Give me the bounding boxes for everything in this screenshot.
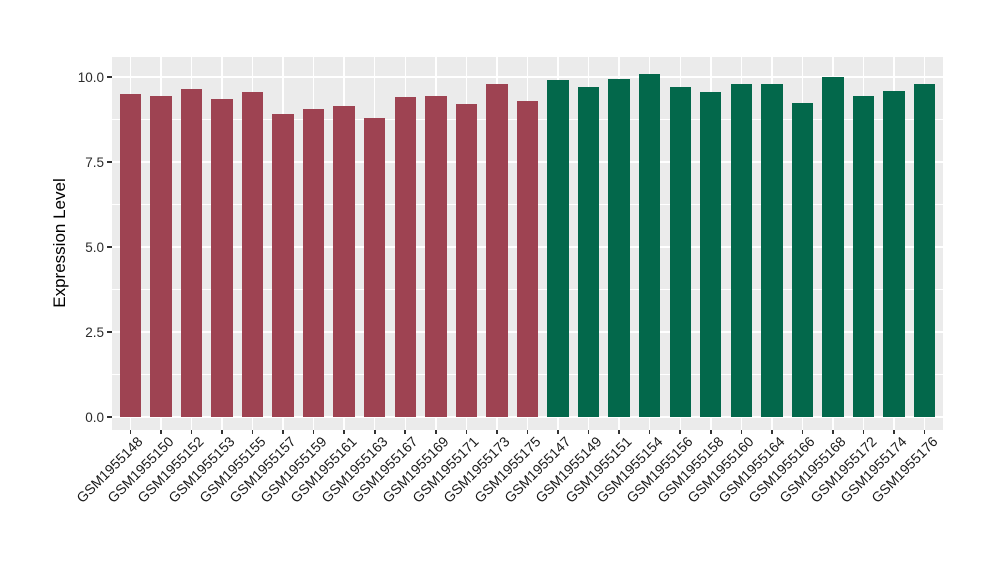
bar-GSM1955150 (150, 95, 172, 417)
bar-GSM1955175 (516, 100, 539, 417)
bar-GSM1955174 (883, 90, 905, 417)
x-tick-mark (312, 430, 315, 434)
x-tick-mark (648, 430, 651, 434)
bar-GSM1955156 (669, 87, 691, 417)
bar-GSM1955157 (272, 114, 294, 417)
y-tick-mark (107, 76, 112, 78)
bar-GSM1955153 (211, 99, 233, 417)
x-tick-mark (923, 430, 926, 434)
y-tick-mark (107, 416, 112, 418)
bar-GSM1955149 (577, 87, 600, 417)
x-tick-mark (435, 430, 437, 434)
bar-GSM1955159 (302, 109, 325, 417)
y-tick-mark (107, 246, 112, 248)
bar-GSM1955172 (852, 95, 875, 417)
x-tick-mark (526, 430, 529, 434)
x-tick-mark (129, 430, 132, 434)
bar-GSM1955151 (608, 78, 630, 417)
bar-GSM1955158 (700, 92, 722, 417)
x-tick-mark (496, 430, 498, 434)
bar-GSM1955166 (791, 102, 814, 417)
x-tick-mark (343, 430, 345, 434)
bar-GSM1955147 (547, 80, 569, 417)
bar-GSM1955155 (241, 92, 264, 417)
y-tick-label: 7.5 (85, 154, 104, 170)
y-tick-label: 10.0 (77, 69, 104, 85)
x-tick-mark (618, 430, 620, 434)
y-tick-mark (107, 331, 112, 333)
x-tick-mark (251, 430, 254, 434)
x-tick-mark (282, 430, 284, 434)
x-tick-mark (190, 430, 193, 434)
x-tick-mark (557, 430, 559, 434)
x-tick-mark (771, 430, 773, 434)
plot-panel (112, 57, 943, 430)
y-tick-label: 2.5 (85, 324, 104, 340)
x-tick-mark (679, 430, 682, 434)
x-tick-mark (710, 430, 712, 434)
x-tick-mark (373, 430, 376, 434)
bar-GSM1955148 (119, 94, 141, 417)
y-tick-label: 0.0 (85, 409, 104, 425)
x-tick-mark (740, 430, 743, 434)
y-tick-mark (107, 161, 112, 163)
x-tick-mark (221, 430, 223, 434)
x-tick-mark (801, 430, 804, 434)
bar-GSM1955160 (730, 83, 753, 417)
bar-GSM1955173 (486, 83, 508, 417)
x-tick-mark (587, 430, 590, 434)
x-tick-mark (862, 430, 865, 434)
x-tick-mark (404, 430, 407, 434)
x-tick-mark (160, 430, 162, 434)
bar-GSM1955163 (364, 117, 386, 417)
bar-GSM1955168 (822, 77, 844, 417)
bar-GSM1955164 (761, 83, 783, 417)
bar-GSM1955167 (394, 97, 416, 417)
bar-GSM1955169 (425, 95, 447, 417)
y-tick-label: 5.0 (85, 239, 104, 255)
bar-GSM1955171 (455, 104, 478, 417)
x-tick-mark (893, 430, 895, 434)
bar-GSM1955154 (639, 73, 661, 417)
bar-GSM1955176 (913, 83, 936, 417)
bar-GSM1955161 (333, 105, 355, 417)
bar-GSM1955152 (180, 88, 203, 417)
x-tick-mark (832, 430, 834, 434)
x-tick-mark (465, 430, 468, 434)
